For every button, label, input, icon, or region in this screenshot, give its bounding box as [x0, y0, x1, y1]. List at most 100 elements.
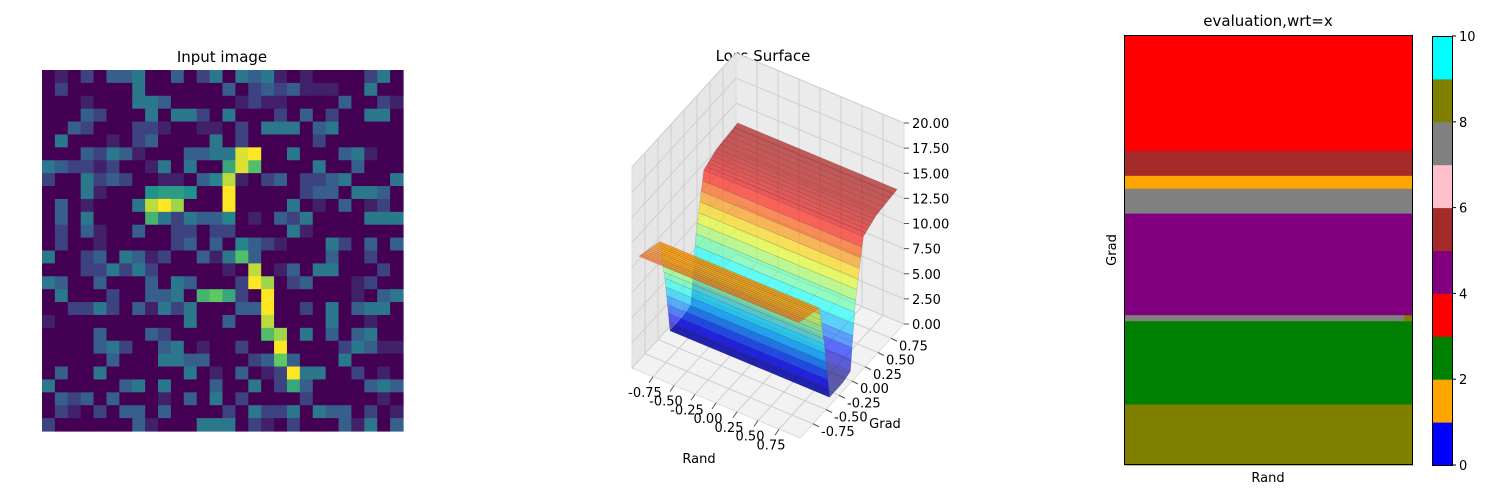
heatmap-cell — [351, 340, 365, 355]
heatmap-cell — [145, 263, 159, 277]
heatmap-cell — [209, 250, 224, 264]
heatmap-cell — [170, 160, 185, 174]
heatmap-cell — [170, 82, 185, 97]
heatmap-cell — [145, 327, 159, 342]
heatmap-cell — [235, 353, 249, 368]
heatmap-cell — [364, 276, 378, 290]
heatmap-cell — [93, 160, 108, 174]
heatmap-cell — [351, 108, 365, 123]
heatmap-cell — [196, 82, 211, 97]
heatmap-cell — [145, 302, 159, 316]
heatmap-cell — [338, 121, 353, 136]
heatmap-cell — [209, 379, 224, 393]
heatmap-cell — [54, 186, 69, 200]
heatmap-cell — [209, 289, 224, 303]
heatmap-cell — [119, 379, 133, 393]
heatmap-cell — [42, 160, 56, 174]
heatmap-cell — [170, 276, 185, 290]
colorbar-segment — [1432, 36, 1452, 80]
heatmap-cell — [119, 237, 133, 252]
heatmap-cell — [312, 289, 327, 303]
heatmap-cell — [377, 134, 391, 148]
heatmap-cell — [299, 327, 314, 342]
heatmap-cell — [299, 224, 314, 239]
heatmap-cell — [54, 263, 69, 277]
heatmap-cell — [132, 121, 146, 136]
heatmap-cell — [351, 224, 365, 239]
heatmap-cell — [390, 186, 404, 200]
heatmap-cell — [196, 108, 211, 123]
heatmap-cell — [54, 314, 69, 329]
surface-patch — [697, 212, 859, 291]
heatmap-cell — [106, 379, 120, 393]
heatmap-cell — [209, 121, 224, 136]
heatmap-cell — [119, 366, 133, 381]
colorbar-tick-label: 10 — [1459, 30, 1476, 45]
x-tick-mark — [732, 411, 738, 419]
heatmap-cell — [312, 147, 327, 161]
evaluation-title: evaluation,wrt=x — [1203, 12, 1333, 30]
heatmap-cell — [93, 276, 108, 290]
heatmap-cell — [93, 82, 108, 97]
heatmap-cell — [80, 224, 95, 239]
heatmap-cell — [209, 263, 224, 277]
heatmap-cell — [312, 237, 327, 252]
heatmap-cell — [364, 186, 378, 200]
heatmap-cell — [80, 237, 95, 252]
heatmap-cell — [390, 160, 404, 174]
heatmap-cell — [158, 121, 172, 136]
heatmap-cell — [80, 95, 95, 110]
heatmap-cell — [145, 276, 159, 290]
heatmap-cell — [158, 173, 172, 187]
heatmap-cell — [132, 340, 146, 355]
heatmap-cell — [364, 198, 378, 213]
heatmap-cell — [351, 379, 365, 393]
heatmap-cell — [222, 134, 236, 148]
heatmap-cell — [364, 147, 378, 161]
heatmap-cell — [183, 340, 198, 355]
heatmap-cell — [377, 276, 391, 290]
heatmap-cell — [67, 198, 82, 213]
heatmap-cell — [235, 263, 249, 277]
heatmap-cell — [286, 302, 301, 316]
heatmap-cell — [119, 314, 133, 329]
loss-surface-xlabel: Rand — [682, 452, 715, 467]
heatmap-cell — [209, 340, 224, 355]
heatmap-cell — [54, 327, 69, 342]
heatmap-cell — [377, 211, 391, 226]
x-tick-mark — [690, 393, 696, 401]
heatmap-cell — [351, 405, 365, 419]
heatmap-cell — [351, 366, 365, 381]
heatmap-cell — [93, 405, 108, 419]
heatmap-cell — [261, 327, 275, 342]
heatmap-cell — [93, 379, 108, 393]
loss-surface-mesh — [638, 122, 898, 398]
heatmap-cell — [351, 70, 365, 84]
heatmap-cell — [377, 82, 391, 97]
heatmap-cell — [80, 134, 95, 148]
heatmap-cell — [312, 95, 327, 110]
heatmap-cell — [145, 95, 159, 110]
heatmap-cell — [235, 379, 249, 393]
heatmap-cell — [67, 173, 82, 187]
heatmap-cell — [261, 289, 275, 303]
heatmap-cell — [54, 366, 69, 381]
heatmap-cell — [261, 314, 275, 329]
heatmap-cell — [196, 95, 211, 110]
heatmap-cell — [93, 134, 108, 148]
colorbar-frame — [1432, 36, 1453, 466]
heatmap-cell — [54, 147, 69, 161]
surface-patch — [646, 248, 810, 317]
heatmap-cell — [364, 353, 378, 368]
heatmap-cell — [54, 224, 69, 239]
heatmap-cell — [67, 95, 82, 110]
heatmap-cell — [119, 95, 133, 110]
heatmap-cell — [312, 224, 327, 239]
heatmap-cell — [183, 82, 198, 97]
heatmap-cell — [377, 186, 391, 200]
heatmap-cell — [196, 70, 211, 84]
heatmap-cell — [183, 392, 198, 406]
surface-patch — [663, 271, 825, 346]
heatmap-cell — [54, 353, 69, 368]
heatmap-cell — [158, 134, 172, 148]
